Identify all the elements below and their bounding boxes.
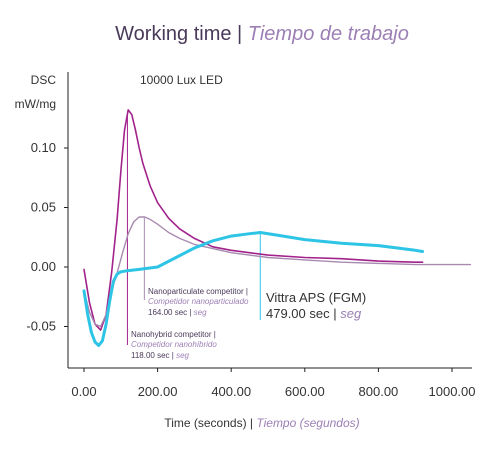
y-tick-label: 0.05 — [31, 200, 56, 215]
annotation-nanohybrid-value-alt: seg — [176, 351, 189, 360]
svg-text:479.00 sec | seg: 479.00 sec | seg — [266, 306, 362, 321]
y-axis-label: DSC — [31, 73, 57, 87]
x-axis-label-separator: | — [247, 416, 257, 430]
series-line-vittra — [82, 231, 425, 347]
annotation-nanoparticulate-value: 164.00 sec | — [148, 308, 194, 317]
annotation-nanoparticulate-label-alt: Competidor nanoparticulado — [148, 297, 249, 306]
svg-text:Nanoparticulate competitor |: Nanoparticulate competitor | — [148, 287, 248, 296]
chart-subtitle: 10000 Lux LED — [140, 73, 223, 87]
annotation-nanoparticulate-sep: | — [244, 287, 248, 296]
x-tick-label: 0.00 — [71, 384, 96, 399]
annotation-vittra: Vittra APS (FGM) 479.00 sec | seg — [266, 290, 366, 321]
y-axis-unit: mW/mg — [15, 97, 56, 111]
title-main: Working time — [115, 23, 231, 45]
y-tick-label: -0.05 — [26, 319, 56, 334]
annotation-nanohybrid-sep: | — [211, 330, 215, 339]
x-axis-label-main: Time (seconds) — [164, 416, 246, 430]
title-separator: | — [231, 23, 247, 45]
annotation-nanohybrid-label-alt: Competidor nanohíbrido — [131, 340, 217, 349]
annotation-nanohybrid-value: 118.00 sec | — [131, 351, 176, 360]
x-tick-label: 400.00 — [211, 384, 251, 399]
annotation-nanoparticulate: Nanoparticulate competitor | Competidor … — [148, 287, 249, 317]
annotation-nanoparticulate-value-alt: seg — [194, 308, 207, 317]
annotation-nanoparticulate-label: Nanoparticulate competitor — [148, 287, 244, 296]
series-line-nanohybrid — [83, 109, 424, 331]
svg-text:Nanohybrid competitor |: Nanohybrid competitor | — [131, 330, 216, 339]
x-tick-label: 200.00 — [138, 384, 178, 399]
x-axis-label: Time (seconds) | Tiempo (segundos) — [164, 416, 359, 430]
annotation-nanohybrid: Nanohybrid competitor | Competidor nanoh… — [131, 330, 217, 360]
svg-text:118.00 sec | seg: 118.00 sec | seg — [131, 351, 190, 360]
y-tick-label: 0.00 — [31, 259, 56, 274]
annotation-vittra-value-alt: seg — [340, 306, 362, 321]
x-tick-label: 1000.00 — [429, 384, 476, 399]
annotation-nanohybrid-label: Nanohybrid competitor — [131, 330, 212, 339]
title-alt: Tiempo de trabajo — [248, 23, 409, 45]
chart-title: Working time | Tiempo de trabajo — [115, 23, 409, 45]
svg-text:164.00 sec | seg: 164.00 sec | seg — [148, 308, 207, 317]
x-axis-label-alt: Tiempo (segundos) — [256, 416, 359, 430]
annotation-vittra-label: Vittra APS (FGM) — [266, 290, 366, 305]
x-tick-label: 800.00 — [359, 384, 399, 399]
y-tick-label: 0.10 — [31, 140, 56, 155]
annotation-vittra-value: 479.00 sec | — [266, 306, 340, 321]
x-tick-label: 600.00 — [285, 384, 325, 399]
